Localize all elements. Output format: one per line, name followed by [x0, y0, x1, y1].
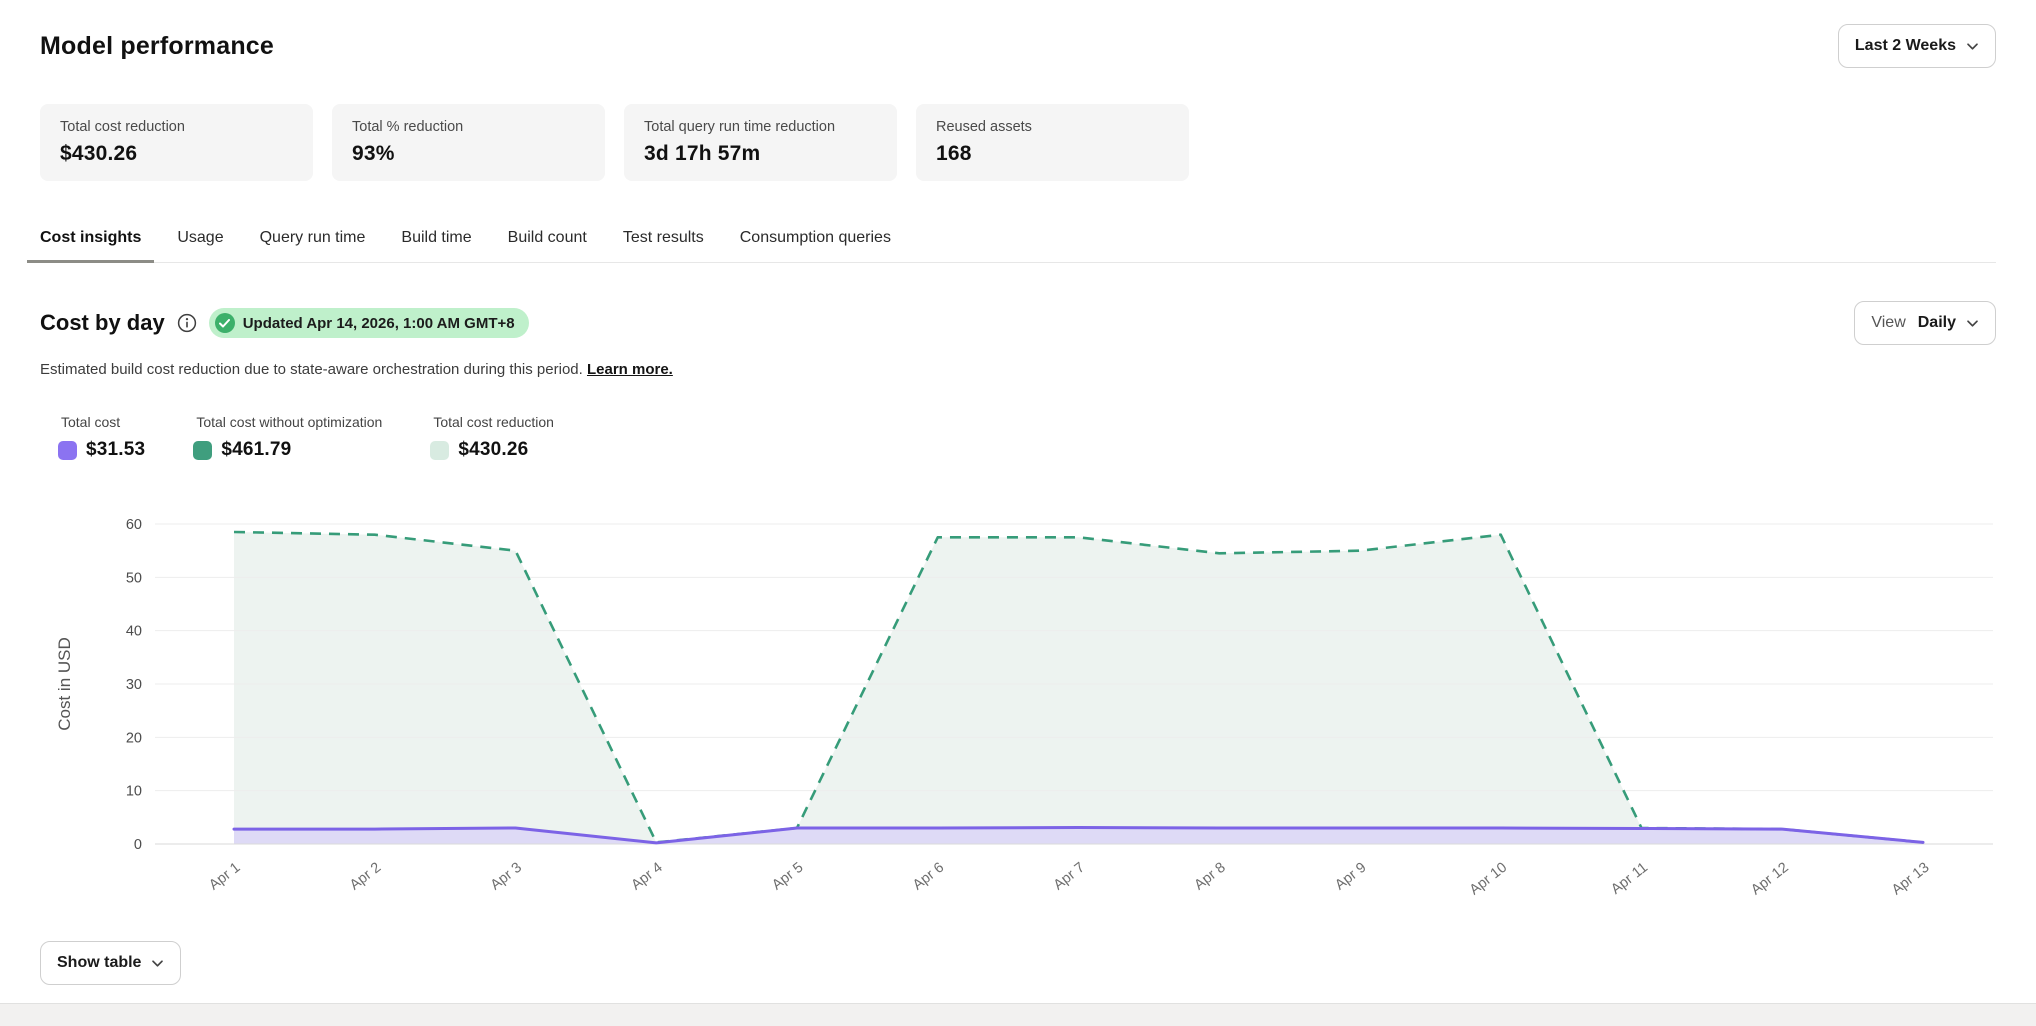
- stat-card-query-run-time-reduction: Total query run time reduction 3d 17h 57…: [624, 104, 897, 181]
- tab-consumption-queries[interactable]: Consumption queries: [727, 229, 904, 263]
- section-head: Cost by day Updated Apr 14, 2026, 1:00 A…: [40, 301, 1996, 345]
- svg-text:Apr 4: Apr 4: [629, 860, 666, 894]
- tab-query-run-time[interactable]: Query run time: [247, 229, 379, 263]
- legend-value: $461.79: [221, 439, 291, 461]
- stat-value: $430.26: [60, 142, 293, 166]
- chevron-down-icon: [1966, 319, 1979, 328]
- legend-swatch-green: [193, 441, 212, 460]
- stat-value: 3d 17h 57m: [644, 142, 877, 166]
- page-title: Model performance: [40, 32, 274, 61]
- header: Model performance Last 2 Weeks: [40, 24, 1996, 68]
- period-selector-value: Last 2 Weeks: [1855, 37, 1956, 55]
- tab-cost-insights[interactable]: Cost insights: [27, 229, 154, 263]
- legend-item-total-cost: Total cost $31.53: [58, 414, 145, 461]
- legend-item-cost-without-optimization: Total cost without optimization $461.79: [193, 414, 382, 461]
- stat-value: 93%: [352, 142, 585, 166]
- legend-value: $430.26: [458, 439, 528, 461]
- svg-text:10: 10: [126, 784, 142, 800]
- svg-text:Apr 5: Apr 5: [769, 860, 806, 894]
- updated-badge-text: Updated Apr 14, 2026, 1:00 AM GMT+8: [243, 315, 515, 332]
- legend-label: Total cost reduction: [433, 414, 554, 430]
- tab-build-count[interactable]: Build count: [495, 229, 600, 263]
- stat-label: Total cost reduction: [60, 119, 293, 135]
- stat-label: Total % reduction: [352, 119, 585, 135]
- svg-text:Cost in USD: Cost in USD: [55, 637, 74, 731]
- stat-label: Total query run time reduction: [644, 119, 877, 135]
- svg-text:Apr 9: Apr 9: [1332, 860, 1369, 894]
- svg-text:Apr 8: Apr 8: [1192, 860, 1229, 894]
- svg-text:40: 40: [126, 624, 142, 640]
- svg-text:Apr 1: Apr 1: [206, 860, 243, 894]
- show-table-button[interactable]: Show table: [40, 941, 181, 985]
- svg-text:Apr 6: Apr 6: [910, 860, 947, 894]
- tab-build-time[interactable]: Build time: [388, 229, 484, 263]
- stat-card-reused-assets: Reused assets 168: [916, 104, 1189, 181]
- stat-card-total-percent-reduction: Total % reduction 93%: [332, 104, 605, 181]
- legend-item-cost-reduction: Total cost reduction $430.26: [430, 414, 554, 461]
- view-granularity-dropdown[interactable]: View Daily: [1854, 301, 1996, 345]
- view-value: Daily: [1918, 314, 1956, 332]
- svg-text:Apr 12: Apr 12: [1748, 860, 1792, 899]
- legend-value: $31.53: [86, 439, 145, 461]
- chevron-down-icon: [1966, 42, 1979, 51]
- stat-card-total-cost-reduction: Total cost reduction $430.26: [40, 104, 313, 181]
- svg-text:0: 0: [134, 837, 142, 853]
- svg-text:Apr 7: Apr 7: [1051, 860, 1088, 894]
- bottom-divider-strip: [0, 1003, 2036, 1026]
- legend-swatch-purple: [58, 441, 77, 460]
- svg-text:50: 50: [126, 570, 142, 586]
- svg-text:Apr 11: Apr 11: [1608, 860, 1651, 898]
- chart-svg[interactable]: 0 10 20 30 40 50 60 Apr 1 Apr 2 Apr 3 Apr 4 Apr 5 Ap…: [40, 509, 1996, 909]
- page: Model performance Last 2 Weeks Total cos…: [0, 0, 2036, 985]
- stat-label: Reused assets: [936, 119, 1169, 135]
- svg-text:20: 20: [126, 730, 142, 746]
- legend-label: Total cost without optimization: [196, 414, 382, 430]
- chevron-down-icon: [151, 959, 164, 968]
- check-icon: [215, 313, 235, 333]
- updated-status-badge: Updated Apr 14, 2026, 1:00 AM GMT+8: [209, 308, 529, 338]
- chart-legend: Total cost $31.53 Total cost without opt…: [58, 414, 1996, 461]
- legend-swatch-mint: [430, 441, 449, 460]
- svg-text:60: 60: [126, 517, 142, 533]
- stats-row: Total cost reduction $430.26 Total % red…: [40, 104, 1996, 181]
- tab-bar: Cost insights Usage Query run time Build…: [40, 229, 1996, 263]
- tab-test-results[interactable]: Test results: [610, 229, 717, 263]
- learn-more-link[interactable]: Learn more.: [587, 361, 673, 378]
- stat-value: 168: [936, 142, 1169, 166]
- description-text: Estimated build cost reduction due to st…: [40, 361, 583, 378]
- svg-text:Apr 2: Apr 2: [347, 860, 384, 894]
- svg-text:Apr 3: Apr 3: [488, 860, 525, 894]
- cost-by-day-chart[interactable]: 0 10 20 30 40 50 60 Apr 1 Apr 2 Apr 3 Apr 4 Apr 5 Ap…: [40, 509, 1996, 909]
- period-selector-dropdown[interactable]: Last 2 Weeks: [1838, 24, 1996, 68]
- svg-text:30: 30: [126, 677, 142, 693]
- info-icon[interactable]: [177, 313, 197, 333]
- view-label: View: [1871, 314, 1905, 332]
- svg-text:Apr 10: Apr 10: [1467, 860, 1511, 899]
- tab-usage[interactable]: Usage: [164, 229, 236, 263]
- section-description: Estimated build cost reduction due to st…: [40, 361, 1996, 378]
- svg-text:Apr 13: Apr 13: [1889, 860, 1933, 899]
- show-table-label: Show table: [57, 954, 141, 972]
- section-title: Cost by day: [40, 310, 165, 336]
- legend-label: Total cost: [61, 414, 145, 430]
